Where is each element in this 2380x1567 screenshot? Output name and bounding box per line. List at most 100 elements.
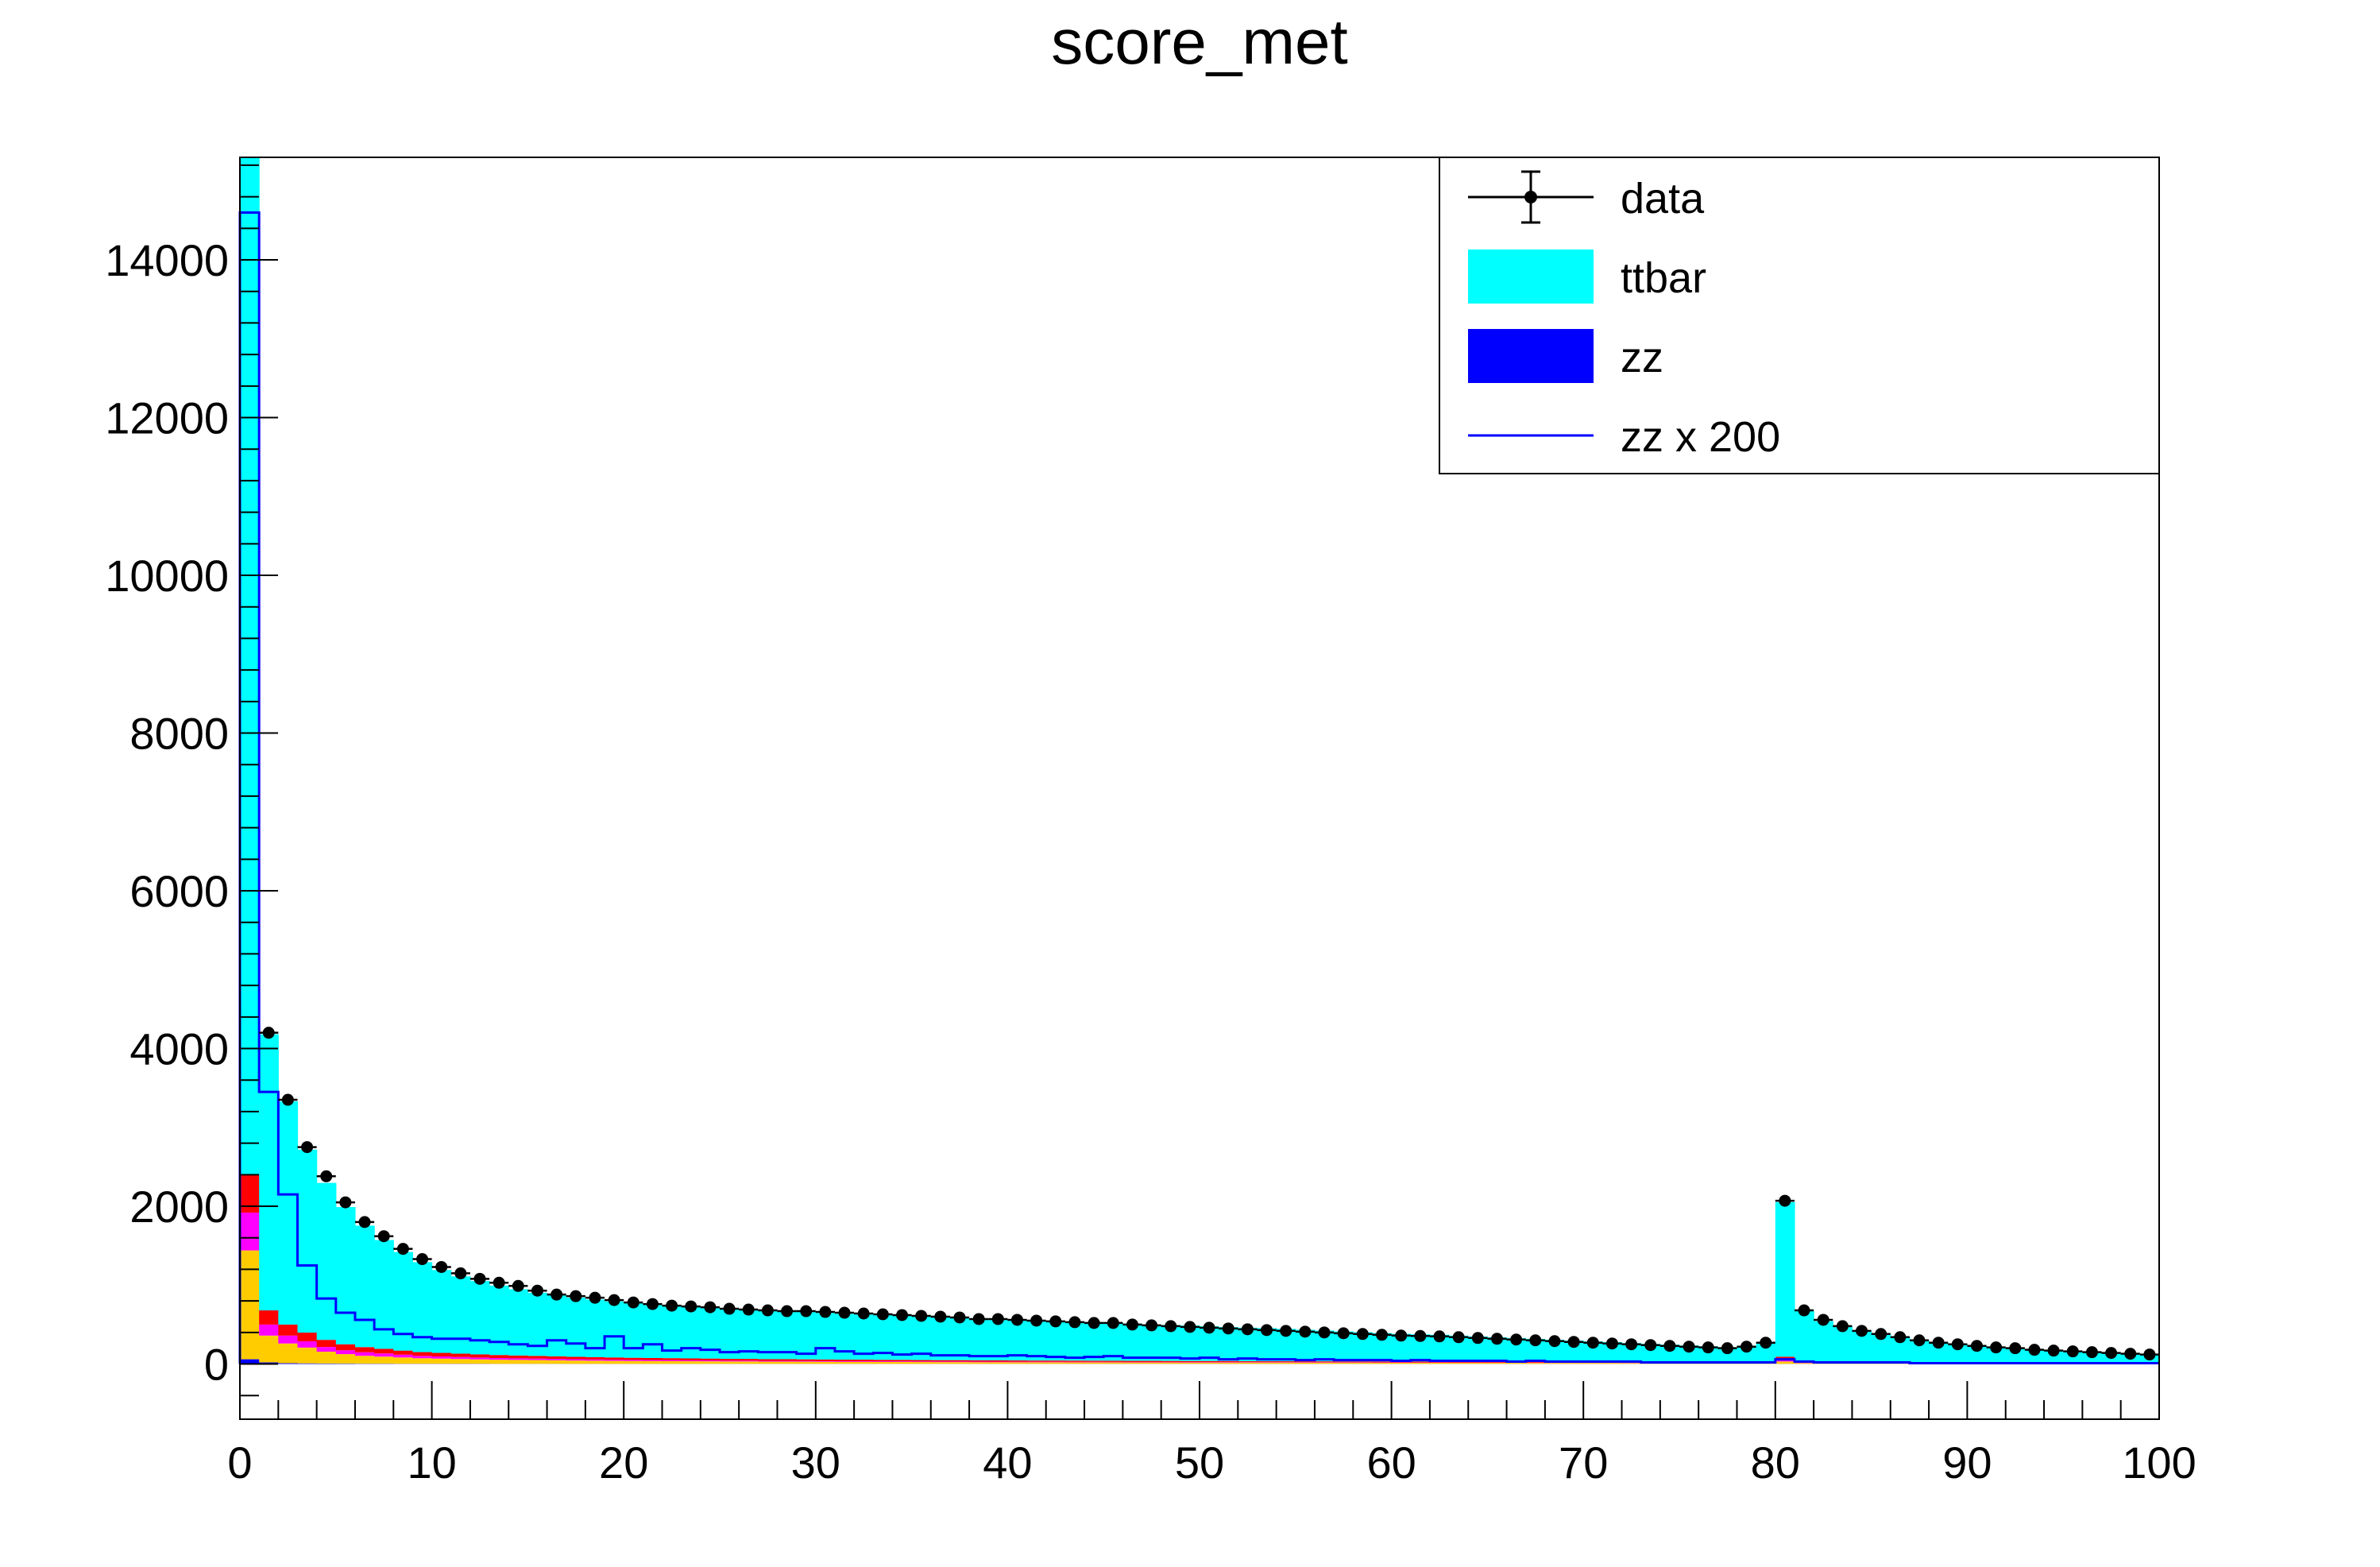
- bar-orange-81: [1794, 1363, 1814, 1364]
- y-tick-label-0: 0: [204, 1340, 229, 1390]
- bar-orange-32: [854, 1361, 874, 1364]
- bar-orange-29: [796, 1361, 817, 1364]
- bar-magenta-27: [758, 1360, 779, 1362]
- bar-ttbar-82: [1814, 1321, 1833, 1363]
- bar-orange-4: [316, 1352, 337, 1364]
- data-point-18: [589, 1291, 601, 1304]
- bar-ttbar-31: [834, 1314, 855, 1360]
- bar-ttbar-1: [259, 1034, 279, 1311]
- data-point-49: [1184, 1321, 1196, 1333]
- bar-orange-13: [489, 1360, 509, 1364]
- bar-red-57: [1334, 1361, 1354, 1363]
- bar-red-13: [489, 1355, 509, 1358]
- bar-magenta-11: [450, 1356, 471, 1360]
- bar-magenta-46: [1122, 1361, 1143, 1363]
- bar-red-23: [681, 1358, 701, 1360]
- data-point-69: [1567, 1336, 1580, 1348]
- legend-entry-zz-x200: zz x 200: [1468, 413, 1780, 461]
- data-point-68: [1548, 1335, 1561, 1348]
- data-point-2: [281, 1093, 294, 1106]
- x-tick-label-10: 100: [2122, 1437, 2196, 1488]
- legend-label-data: data: [1621, 175, 1705, 222]
- bar-ttbar-11: [450, 1276, 471, 1354]
- bar-orange-62: [1429, 1362, 1450, 1364]
- bar-orange-30: [815, 1361, 836, 1364]
- bar-magenta-35: [911, 1361, 932, 1363]
- bar-ttbar-40: [1007, 1320, 1028, 1361]
- bar-orange-27: [758, 1361, 779, 1364]
- bar-red-35: [911, 1360, 932, 1362]
- bar-ttbar-80: [1775, 1201, 1795, 1357]
- bar-magenta-45: [1103, 1361, 1123, 1363]
- bar-orange-80: [1775, 1361, 1795, 1364]
- data-point-67: [1529, 1334, 1542, 1347]
- bar-ttbar-32: [854, 1314, 874, 1360]
- y-tick-label-5: 10000: [105, 551, 229, 601]
- bar-ttbar-37: [949, 1318, 970, 1360]
- data-point-96: [2085, 1346, 2098, 1359]
- bar-orange-9: [412, 1358, 433, 1364]
- bar-red-19: [605, 1357, 624, 1360]
- x-tick-label-7: 70: [1559, 1437, 1608, 1488]
- bar-orange-20: [624, 1360, 643, 1364]
- data-point-58: [1356, 1328, 1369, 1341]
- bar-red-29: [796, 1359, 817, 1361]
- y-tick-label-4: 8000: [129, 709, 229, 759]
- data-point-92: [2009, 1342, 2022, 1355]
- bar-ttbar-6: [354, 1225, 375, 1348]
- bar-red-11: [450, 1353, 471, 1357]
- data-point-64: [1471, 1332, 1484, 1345]
- bar-orange-56: [1314, 1362, 1335, 1364]
- bar-orange-33: [873, 1361, 894, 1364]
- data-point-98: [2124, 1348, 2137, 1360]
- bar-orange-46: [1122, 1362, 1143, 1364]
- bar-red-3: [297, 1333, 318, 1341]
- bar-red-42: [1045, 1360, 1066, 1362]
- data-point-44: [1088, 1317, 1100, 1329]
- x-tick-label-4: 40: [983, 1437, 1032, 1488]
- data-point-60: [1395, 1329, 1408, 1342]
- data-point-57: [1337, 1327, 1350, 1340]
- bar-orange-72: [1621, 1363, 1642, 1364]
- data-point-76: [1702, 1341, 1714, 1354]
- data-point-86: [1894, 1331, 1907, 1344]
- bar-magenta-34: [892, 1361, 913, 1362]
- bar-red-45: [1103, 1360, 1123, 1362]
- data-point-85: [1875, 1328, 1887, 1341]
- bar-orange-49: [1180, 1362, 1200, 1364]
- bar-orange-53: [1257, 1362, 1277, 1364]
- bar-red-5: [335, 1344, 356, 1351]
- bar-magenta-36: [930, 1361, 951, 1363]
- bar-red-43: [1064, 1360, 1085, 1362]
- data-point-14: [512, 1279, 524, 1292]
- data-point-61: [1414, 1329, 1427, 1342]
- bar-magenta-26: [739, 1360, 759, 1362]
- x-tick-label-5: 50: [1175, 1437, 1224, 1488]
- bar-orange-65: [1487, 1363, 1508, 1364]
- bar-magenta-6: [354, 1352, 375, 1356]
- x-tick-label-3: 30: [791, 1437, 840, 1488]
- bar-ttbar-23: [681, 1306, 701, 1359]
- bar-ttbar-92: [2005, 1348, 2026, 1363]
- bar-orange-40: [1007, 1362, 1028, 1364]
- bar-ttbar-7: [374, 1240, 394, 1349]
- bar-red-64: [1468, 1361, 1488, 1363]
- x-tick-label-9: 90: [1942, 1437, 1992, 1488]
- data-point-46: [1126, 1318, 1138, 1331]
- bar-orange-64: [1468, 1363, 1488, 1364]
- bar-orange-19: [605, 1360, 624, 1364]
- bar-ttbar-90: [1967, 1345, 1988, 1363]
- data-point-47: [1146, 1319, 1158, 1332]
- y-tick-label-6: 12000: [105, 393, 229, 443]
- data-point-34: [896, 1309, 909, 1321]
- bar-orange-1: [259, 1335, 279, 1363]
- bar-red-36: [930, 1360, 951, 1362]
- bar-orange-25: [720, 1361, 740, 1364]
- bar-ttbar-19: [605, 1301, 624, 1358]
- bar-orange-0: [240, 1250, 260, 1360]
- bar-ttbar-2: [278, 1101, 299, 1325]
- bar-red-26: [739, 1359, 759, 1361]
- bar-red-30: [815, 1359, 836, 1361]
- bar-orange-55: [1295, 1362, 1316, 1364]
